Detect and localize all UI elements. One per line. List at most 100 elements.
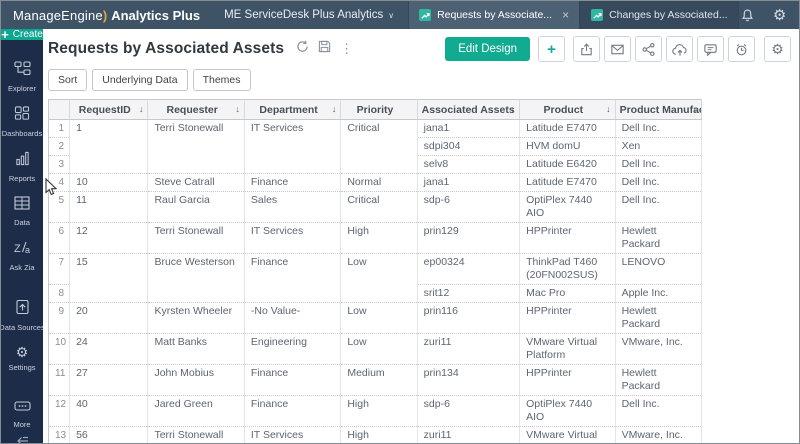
table-cell[interactable]: Apple Inc. (615, 284, 703, 303)
export-icon[interactable] (573, 36, 600, 62)
table-cell[interactable]: Hewlett Packard (615, 364, 703, 396)
table-cell[interactable]: Low (340, 333, 418, 365)
table-cell[interactable]: LENOVO (615, 253, 703, 285)
table-cell[interactable]: 11 (69, 191, 149, 223)
table-cell[interactable]: Xen (615, 137, 703, 156)
table-cell[interactable]: Medium (340, 364, 418, 396)
view-settings-gear-icon[interactable]: ⚙ (764, 36, 791, 62)
table-cell[interactable]: Dell Inc. (615, 395, 703, 427)
table-cell[interactable]: High (340, 222, 418, 254)
table-cell[interactable]: Kyrsten Wheeler (147, 302, 245, 334)
kebab-menu-icon[interactable]: ⋮ (340, 41, 354, 56)
table-cell[interactable]: IT Services (244, 222, 342, 254)
table-cell[interactable]: 10 (69, 173, 149, 192)
table-cell[interactable]: jana1 (417, 119, 521, 138)
sidebar-item-dashboards[interactable]: Dashboards (1, 99, 43, 144)
table-cell[interactable]: 27 (69, 364, 149, 396)
table-cell[interactable]: Latitude E7470 (519, 173, 616, 192)
table-cell[interactable]: ep00324 (417, 253, 521, 285)
sort-arrow-icon[interactable]: ↓ (235, 104, 240, 114)
email-icon[interactable] (604, 36, 631, 62)
table-cell[interactable]: Terri Stonewall (147, 426, 245, 443)
table-cell[interactable]: Finance (244, 253, 342, 303)
sidebar-item-more[interactable]: More (1, 392, 43, 435)
table-cell[interactable]: Terri Stonewall (147, 119, 245, 174)
table-cell[interactable]: 24 (69, 333, 149, 365)
table-cell[interactable]: jana1 (417, 173, 521, 192)
tab-requests-by-associated[interactable]: Requests by Associate... × (408, 1, 581, 29)
table-cell[interactable]: VMware, Inc. (615, 333, 703, 365)
tab-changes-by-associated[interactable]: Changes by Associated... (580, 1, 739, 29)
table-cell[interactable]: Dell Inc. (615, 119, 703, 138)
table-cell[interactable]: Hewlett Packard (615, 222, 703, 254)
table-cell[interactable]: sdp-6 (417, 191, 521, 223)
table-cell[interactable]: Mac Pro (519, 284, 616, 303)
table-cell[interactable]: John Mobius (147, 364, 245, 396)
sort-arrow-icon[interactable]: ↓ (331, 104, 337, 114)
table-cell[interactable]: VMware Virtual Platform (519, 426, 616, 443)
table-cell[interactable]: HPPrinter (519, 364, 616, 396)
table-cell[interactable]: Low (340, 253, 418, 303)
table-cell[interactable]: IT Services (244, 119, 342, 174)
bell-icon[interactable] (739, 6, 757, 24)
table-cell[interactable]: selv8 (417, 155, 521, 174)
table-cell[interactable]: Latitude E7470 (519, 119, 616, 138)
workspace-selector[interactable]: ME ServiceDesk Plus Analytics ∨ (210, 1, 408, 29)
themes-button[interactable]: Themes (192, 69, 251, 91)
column-header[interactable]: Product ↓ (519, 99, 616, 120)
table-cell[interactable]: Terri Stonewall (147, 222, 245, 254)
table-cell[interactable]: OptiPlex 7440 AIO (519, 191, 616, 223)
table-cell[interactable]: Bruce Westerson (147, 253, 245, 303)
table-cell[interactable]: Dell Inc. (615, 155, 703, 174)
table-cell[interactable]: VMware, Inc. (615, 426, 703, 443)
close-icon[interactable]: × (562, 8, 570, 22)
table-cell[interactable]: -No Value- (244, 302, 342, 334)
save-icon[interactable] (318, 40, 331, 58)
sort-arrow-icon[interactable]: ↓ (606, 104, 611, 114)
table-cell[interactable]: VMware Virtual Platform (519, 333, 616, 365)
column-header[interactable]: Product Manufac ↓ (615, 99, 703, 120)
table-cell[interactable]: 20 (69, 302, 149, 334)
gear-icon[interactable]: ⚙ (772, 7, 787, 24)
collapse-sidebar-icon[interactable] (1, 435, 43, 443)
column-header[interactable]: Department ↓ (244, 99, 342, 120)
sidebar-item-data[interactable]: Data (1, 189, 43, 233)
table-cell[interactable]: Sales (244, 191, 342, 223)
table-cell[interactable]: zuri11 (417, 333, 521, 365)
table-cell[interactable]: srit12 (417, 284, 521, 303)
edit-design-button[interactable]: Edit Design (445, 37, 530, 61)
table-cell[interactable]: High (340, 426, 418, 443)
table-cell[interactable]: 40 (69, 395, 149, 427)
comment-icon[interactable] (697, 36, 724, 62)
table-cell[interactable]: Critical (340, 119, 418, 174)
table-cell[interactable]: Finance (244, 173, 342, 192)
table-cell[interactable]: Engineering (244, 333, 342, 365)
alert-icon[interactable] (728, 36, 755, 62)
table-cell[interactable]: prin116 (417, 302, 521, 334)
add-view-button[interactable]: + (538, 36, 565, 62)
table-cell[interactable]: Jared Green (147, 395, 245, 427)
table-cell[interactable]: OptiPlex 7440 AIO (519, 395, 616, 427)
table-cell[interactable]: Latitude E6420 (519, 155, 616, 174)
table-cell[interactable]: HPPrinter (519, 302, 616, 334)
table-cell[interactable]: prin129 (417, 222, 521, 254)
sort-button[interactable]: Sort (48, 69, 88, 91)
table-cell[interactable]: Finance (244, 395, 342, 427)
sidebar-item-settings[interactable]: ⚙ Settings (1, 338, 43, 378)
table-cell[interactable]: HVM domU (519, 137, 616, 156)
table-cell[interactable]: Dell Inc. (615, 173, 703, 192)
sort-arrow-icon[interactable]: ↓ (138, 104, 144, 114)
table-cell[interactable]: sdp-6 (417, 395, 521, 427)
table-cell[interactable]: Low (340, 302, 418, 334)
sort-arrow-icon[interactable]: ↓ (510, 104, 516, 114)
sidebar-item-explorer[interactable]: Explorer (1, 54, 43, 99)
publish-cloud-icon[interactable] (666, 36, 693, 62)
column-header[interactable]: RequestID ↓ (69, 99, 149, 120)
refresh-icon[interactable] (296, 40, 309, 58)
table-cell[interactable]: Hewlett Packard (615, 302, 703, 334)
table-cell[interactable]: Dell Inc. (615, 191, 703, 223)
share-icon[interactable] (635, 36, 662, 62)
sort-arrow-icon[interactable]: ↓ (692, 104, 698, 114)
table-cell[interactable]: prin134 (417, 364, 521, 396)
